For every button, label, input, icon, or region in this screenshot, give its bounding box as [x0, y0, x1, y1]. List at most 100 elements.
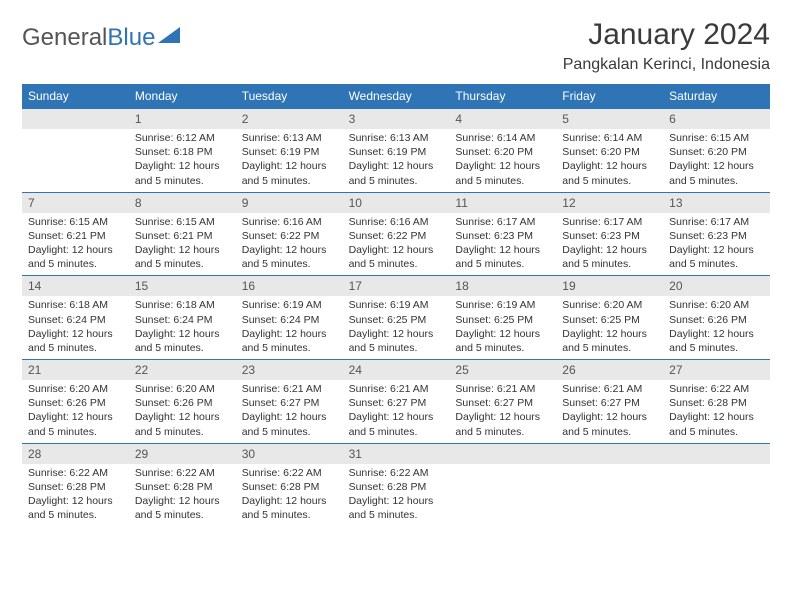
- daylight-line: Daylight: 12 hours and 5 minutes.: [455, 410, 550, 438]
- day-number: 31: [343, 444, 450, 464]
- calendar-cell: 5Sunrise: 6:14 AMSunset: 6:20 PMDaylight…: [556, 108, 663, 192]
- calendar-cell: 24Sunrise: 6:21 AMSunset: 6:27 PMDayligh…: [343, 359, 450, 443]
- sunset-line: Sunset: 6:20 PM: [562, 145, 657, 159]
- sunset-line: Sunset: 6:23 PM: [562, 229, 657, 243]
- weekday-header: Wednesday: [343, 84, 450, 108]
- day-number: 28: [22, 444, 129, 464]
- sunset-line: Sunset: 6:25 PM: [562, 313, 657, 327]
- day-number: 10: [343, 193, 450, 213]
- daylight-line: Daylight: 12 hours and 5 minutes.: [135, 327, 230, 355]
- day-number: 13: [663, 193, 770, 213]
- sunset-line: Sunset: 6:28 PM: [349, 480, 444, 494]
- sunrise-line: Sunrise: 6:20 AM: [135, 382, 230, 396]
- day-detail: Sunrise: 6:21 AMSunset: 6:27 PMDaylight:…: [343, 380, 450, 443]
- sunrise-line: Sunrise: 6:21 AM: [455, 382, 550, 396]
- calendar-cell: 18Sunrise: 6:19 AMSunset: 6:25 PMDayligh…: [449, 275, 556, 359]
- sunrise-line: Sunrise: 6:19 AM: [349, 298, 444, 312]
- day-number: 9: [236, 193, 343, 213]
- day-detail: Sunrise: 6:17 AMSunset: 6:23 PMDaylight:…: [663, 213, 770, 276]
- daylight-line: Daylight: 12 hours and 5 minutes.: [455, 327, 550, 355]
- day-detail: Sunrise: 6:17 AMSunset: 6:23 PMDaylight:…: [556, 213, 663, 276]
- day-number: 16: [236, 276, 343, 296]
- sunrise-line: Sunrise: 6:21 AM: [349, 382, 444, 396]
- sunrise-line: Sunrise: 6:20 AM: [28, 382, 123, 396]
- calendar-cell: 19Sunrise: 6:20 AMSunset: 6:25 PMDayligh…: [556, 275, 663, 359]
- sunset-line: Sunset: 6:24 PM: [135, 313, 230, 327]
- daylight-line: Daylight: 12 hours and 5 minutes.: [562, 327, 657, 355]
- sunset-line: Sunset: 6:27 PM: [562, 396, 657, 410]
- day-detail: Sunrise: 6:20 AMSunset: 6:26 PMDaylight:…: [663, 296, 770, 359]
- day-number: 23: [236, 360, 343, 380]
- daylight-line: Daylight: 12 hours and 5 minutes.: [28, 327, 123, 355]
- sunset-line: Sunset: 6:28 PM: [242, 480, 337, 494]
- daylight-line: Daylight: 12 hours and 5 minutes.: [562, 410, 657, 438]
- sunrise-line: Sunrise: 6:14 AM: [562, 131, 657, 145]
- day-number: 5: [556, 109, 663, 129]
- day-detail: Sunrise: 6:18 AMSunset: 6:24 PMDaylight:…: [129, 296, 236, 359]
- day-detail: Sunrise: 6:20 AMSunset: 6:25 PMDaylight:…: [556, 296, 663, 359]
- logo-triangle-icon: [158, 25, 180, 43]
- day-number: 19: [556, 276, 663, 296]
- day-number: 27: [663, 360, 770, 380]
- calendar-cell: 25Sunrise: 6:21 AMSunset: 6:27 PMDayligh…: [449, 359, 556, 443]
- calendar-cell: 27Sunrise: 6:22 AMSunset: 6:28 PMDayligh…: [663, 359, 770, 443]
- daylight-line: Daylight: 12 hours and 5 minutes.: [349, 243, 444, 271]
- sunset-line: Sunset: 6:20 PM: [669, 145, 764, 159]
- calendar-cell: 15Sunrise: 6:18 AMSunset: 6:24 PMDayligh…: [129, 275, 236, 359]
- day-detail: Sunrise: 6:12 AMSunset: 6:18 PMDaylight:…: [129, 129, 236, 192]
- day-detail: Sunrise: 6:22 AMSunset: 6:28 PMDaylight:…: [129, 464, 236, 527]
- calendar-cell: 1Sunrise: 6:12 AMSunset: 6:18 PMDaylight…: [129, 108, 236, 192]
- daylight-line: Daylight: 12 hours and 5 minutes.: [349, 410, 444, 438]
- calendar-cell: 30Sunrise: 6:22 AMSunset: 6:28 PMDayligh…: [236, 443, 343, 527]
- sunrise-line: Sunrise: 6:22 AM: [349, 466, 444, 480]
- day-number: 22: [129, 360, 236, 380]
- sunrise-line: Sunrise: 6:22 AM: [242, 466, 337, 480]
- sunset-line: Sunset: 6:23 PM: [669, 229, 764, 243]
- day-number: 7: [22, 193, 129, 213]
- sunrise-line: Sunrise: 6:16 AM: [242, 215, 337, 229]
- logo: GeneralBlue: [22, 18, 180, 52]
- calendar-cell: 31Sunrise: 6:22 AMSunset: 6:28 PMDayligh…: [343, 443, 450, 527]
- sunrise-line: Sunrise: 6:21 AM: [562, 382, 657, 396]
- day-detail: Sunrise: 6:13 AMSunset: 6:19 PMDaylight:…: [343, 129, 450, 192]
- sunrise-line: Sunrise: 6:18 AM: [28, 298, 123, 312]
- calendar-cell: 23Sunrise: 6:21 AMSunset: 6:27 PMDayligh…: [236, 359, 343, 443]
- day-number: 11: [449, 193, 556, 213]
- daylight-line: Daylight: 12 hours and 5 minutes.: [562, 243, 657, 271]
- day-detail: Sunrise: 6:19 AMSunset: 6:25 PMDaylight:…: [343, 296, 450, 359]
- day-detail: Sunrise: 6:22 AMSunset: 6:28 PMDaylight:…: [663, 380, 770, 443]
- day-detail: Sunrise: 6:21 AMSunset: 6:27 PMDaylight:…: [556, 380, 663, 443]
- logo-text-general: General: [22, 24, 107, 52]
- day-detail: Sunrise: 6:22 AMSunset: 6:28 PMDaylight:…: [22, 464, 129, 527]
- calendar-cell: 8Sunrise: 6:15 AMSunset: 6:21 PMDaylight…: [129, 192, 236, 276]
- sunrise-line: Sunrise: 6:14 AM: [455, 131, 550, 145]
- sunrise-line: Sunrise: 6:15 AM: [135, 215, 230, 229]
- weekday-header: Monday: [129, 84, 236, 108]
- day-number: 17: [343, 276, 450, 296]
- calendar-cell: 26Sunrise: 6:21 AMSunset: 6:27 PMDayligh…: [556, 359, 663, 443]
- sunset-line: Sunset: 6:28 PM: [135, 480, 230, 494]
- daylight-line: Daylight: 12 hours and 5 minutes.: [28, 243, 123, 271]
- day-number: 12: [556, 193, 663, 213]
- sunset-line: Sunset: 6:22 PM: [349, 229, 444, 243]
- day-number: 15: [129, 276, 236, 296]
- calendar-cell: 28Sunrise: 6:22 AMSunset: 6:28 PMDayligh…: [22, 443, 129, 527]
- calendar-cell: 6Sunrise: 6:15 AMSunset: 6:20 PMDaylight…: [663, 108, 770, 192]
- day-number: 29: [129, 444, 236, 464]
- day-detail: Sunrise: 6:20 AMSunset: 6:26 PMDaylight:…: [129, 380, 236, 443]
- sunrise-line: Sunrise: 6:19 AM: [455, 298, 550, 312]
- daylight-line: Daylight: 12 hours and 5 minutes.: [349, 327, 444, 355]
- calendar-cell: 13Sunrise: 6:17 AMSunset: 6:23 PMDayligh…: [663, 192, 770, 276]
- day-detail: Sunrise: 6:20 AMSunset: 6:26 PMDaylight:…: [22, 380, 129, 443]
- location-label: Pangkalan Kerinci, Indonesia: [563, 56, 770, 74]
- calendar-cell: 29Sunrise: 6:22 AMSunset: 6:28 PMDayligh…: [129, 443, 236, 527]
- daylight-line: Daylight: 12 hours and 5 minutes.: [28, 494, 123, 522]
- day-number: 18: [449, 276, 556, 296]
- day-detail: Sunrise: 6:19 AMSunset: 6:25 PMDaylight:…: [449, 296, 556, 359]
- weekday-header: Tuesday: [236, 84, 343, 108]
- header-row: GeneralBlue January 2024 Pangkalan Kerin…: [22, 18, 770, 74]
- sunrise-line: Sunrise: 6:17 AM: [669, 215, 764, 229]
- daylight-line: Daylight: 12 hours and 5 minutes.: [242, 327, 337, 355]
- sunrise-line: Sunrise: 6:22 AM: [135, 466, 230, 480]
- day-detail: [22, 129, 129, 135]
